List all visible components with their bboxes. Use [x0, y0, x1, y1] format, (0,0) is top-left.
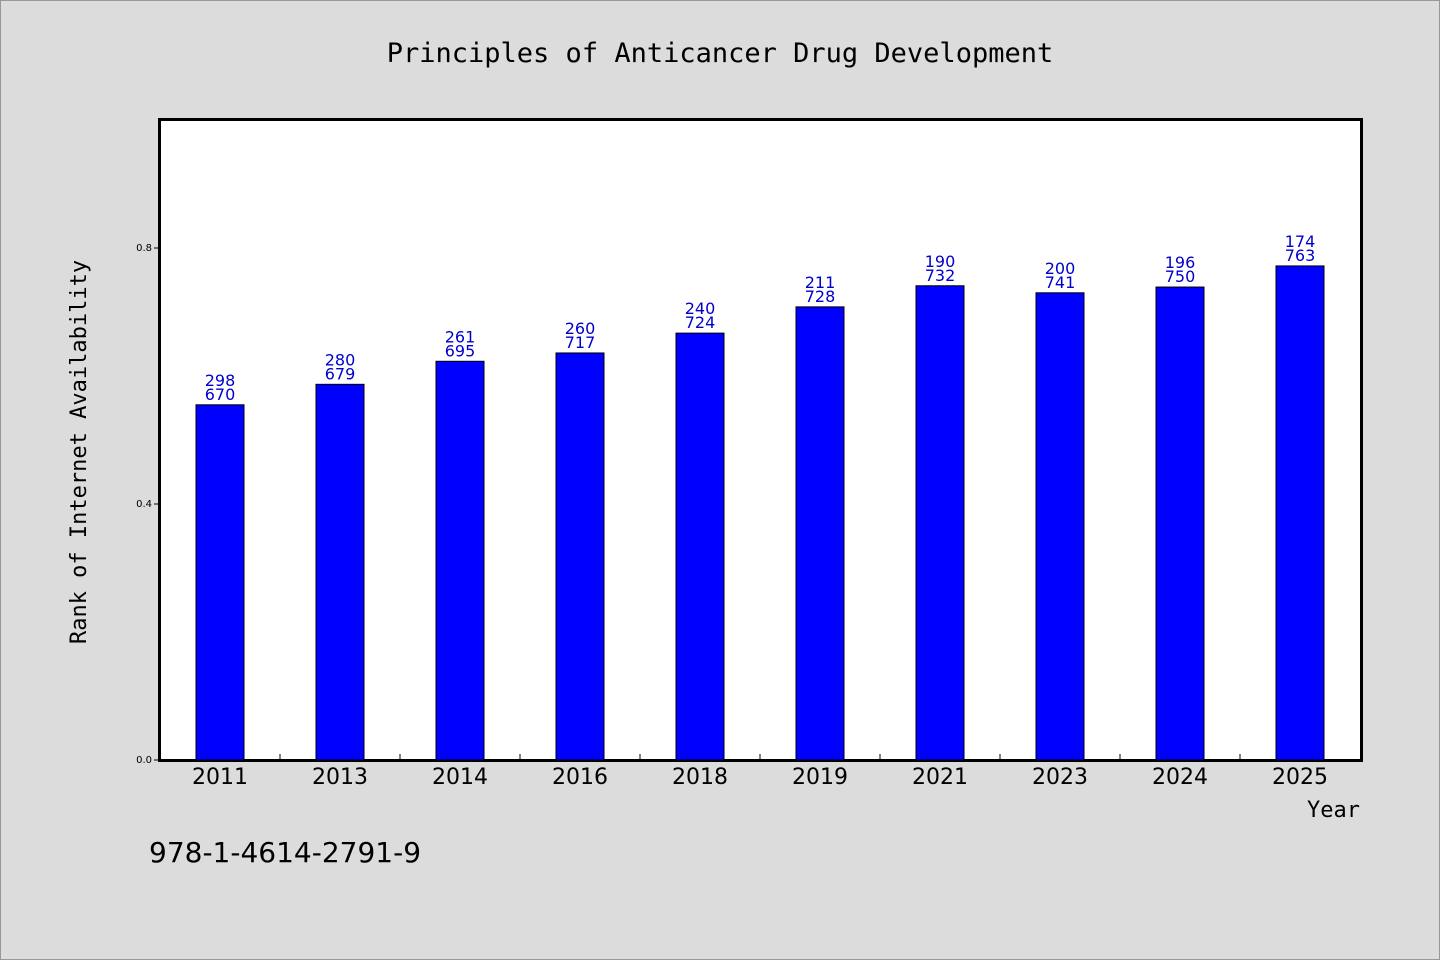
data-label-bottom: 695	[445, 341, 476, 360]
x-tick-label: 2018	[672, 765, 728, 790]
x-tick-label: 2023	[1032, 765, 1088, 790]
bar	[675, 332, 725, 761]
x-tick-label: 2019	[792, 765, 848, 790]
x-axis: 2011 2013 2014 2016 2018 2019 2021 2023 2024 2025	[192, 754, 1328, 790]
data-label-top: 240	[685, 299, 716, 318]
x-axis-label: Year	[1307, 798, 1360, 823]
x-tick-label: 2024	[1152, 765, 1208, 790]
data-label-top: 190	[925, 252, 956, 271]
bar	[1035, 292, 1085, 761]
bar	[315, 383, 365, 761]
isbn-text: 978-1-4614-2791-9	[149, 836, 421, 869]
x-tick-label: 2013	[312, 765, 368, 790]
x-tick-label: 2016	[552, 765, 608, 790]
x-tick-label: 2021	[912, 765, 968, 790]
y-tick-label: 0.0	[136, 755, 152, 766]
data-label-bottom: 732	[925, 266, 956, 285]
data-label-top: 196	[1165, 253, 1196, 272]
y-tick-label: 0.4	[136, 499, 152, 510]
data-label-bottom: 717	[565, 333, 596, 352]
bar	[795, 306, 845, 761]
data-labels: 2986702806792616952607172407242117281907…	[205, 232, 1316, 404]
data-label-bottom: 679	[325, 364, 356, 383]
bar	[435, 360, 485, 761]
data-label-bottom: 750	[1165, 267, 1196, 286]
y-axis-label: Rank of Internet Availability	[67, 260, 92, 644]
y-tick-label: 0.8	[136, 243, 152, 254]
y-axis: 0.0 0.4 0.8	[136, 243, 160, 766]
data-label-bottom: 763	[1285, 246, 1316, 265]
chart-title: Principles of Anticancer Drug Developmen…	[387, 38, 1053, 69]
bar-series	[195, 265, 1325, 761]
data-label-top: 280	[325, 350, 356, 369]
bar	[1155, 286, 1205, 761]
bar	[555, 352, 605, 761]
bar	[195, 404, 245, 761]
x-tick-label: 2014	[432, 765, 488, 790]
bar	[1275, 265, 1325, 761]
data-label-top: 211	[805, 273, 836, 292]
data-label-bottom: 728	[805, 287, 836, 306]
data-label-bottom: 741	[1045, 273, 1076, 292]
data-label-top: 200	[1045, 259, 1076, 278]
data-label-bottom: 670	[205, 385, 236, 404]
x-tick-label: 2011	[192, 765, 248, 790]
data-label-top: 174	[1285, 232, 1316, 251]
x-tick-label: 2025	[1272, 765, 1328, 790]
data-label-top: 261	[445, 327, 476, 346]
bar	[915, 285, 965, 761]
data-label-top: 260	[565, 319, 596, 338]
data-label-top: 298	[205, 371, 236, 390]
data-label-bottom: 724	[685, 313, 716, 332]
